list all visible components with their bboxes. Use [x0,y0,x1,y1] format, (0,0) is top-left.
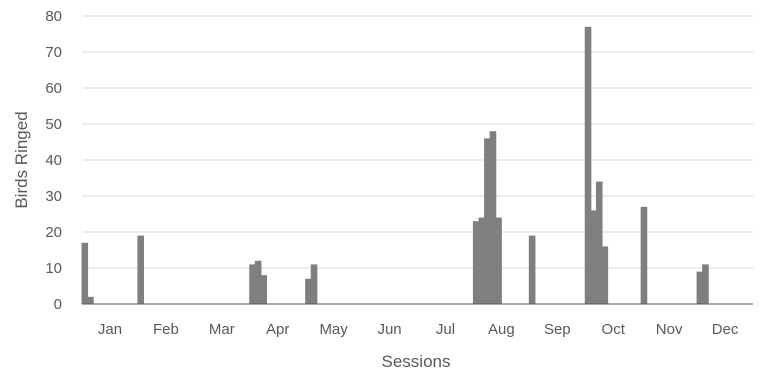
x-tick-label-jan: Jan [98,321,122,338]
y-tick-label: 30 [45,188,62,205]
y-tick-label: 80 [45,8,62,25]
x-tick-label-may: May [319,321,348,338]
bar-aug-2 [478,217,486,304]
y-tick-label: 70 [45,44,62,61]
bar-feb-1 [137,235,145,304]
bar-jan-1 [81,242,89,304]
bar-nov-1 [640,206,648,304]
x-tick-label-jul: Jul [436,321,455,338]
y-tick-label: 10 [45,260,62,277]
gridlines [82,15,753,269]
bar-oct-1 [584,26,592,305]
x-tick-label-feb: Feb [153,321,179,338]
bar-apr-1 [249,264,256,304]
bar-series [81,26,709,305]
x-tick-label-jun: Jun [377,321,401,338]
y-tick-label: 60 [45,80,62,97]
bar-apr-3 [260,275,268,304]
bar-apr-2 [254,260,262,304]
x-tick-label-dec: Dec [712,321,739,338]
x-tick-labels: Jan Feb Mar Apr May Jun Jul Aug Sep Oct Nov Dec [98,321,739,338]
x-tick-label-mar: Mar [209,321,235,338]
bar-oct-4 [601,246,609,304]
bar-may-1 [305,278,312,304]
bar-aug-5 [495,217,502,304]
x-tick-label-sep: Sep [544,321,571,338]
y-tick-label: 0 [54,296,62,313]
bar-may-2 [310,264,318,304]
x-tick-label-nov: Nov [656,321,683,338]
x-tick-label-oct: Oct [602,321,626,338]
bar-dec-1 [696,271,704,304]
bar-oct-3 [595,181,603,304]
y-axis-title: Birds Ringed [12,111,31,208]
x-tick-label-aug: Aug [488,321,515,338]
bar-jan-2 [87,296,94,304]
bar-aug-4 [489,131,497,304]
y-tick-label: 40 [45,152,62,169]
x-axis-title: Sessions [382,352,451,371]
bar-dec-2 [702,264,709,304]
y-tick-label: 50 [45,116,62,133]
x-tick-label-apr: Apr [266,321,289,338]
bar-oct-2 [590,210,597,304]
bar-aug-1 [472,221,480,304]
bar-aug-3 [484,138,491,304]
y-tick-label: 20 [45,224,62,241]
bar-sep-1 [528,235,536,304]
y-tick-labels: 0 10 20 30 40 50 60 70 80 [45,8,62,313]
